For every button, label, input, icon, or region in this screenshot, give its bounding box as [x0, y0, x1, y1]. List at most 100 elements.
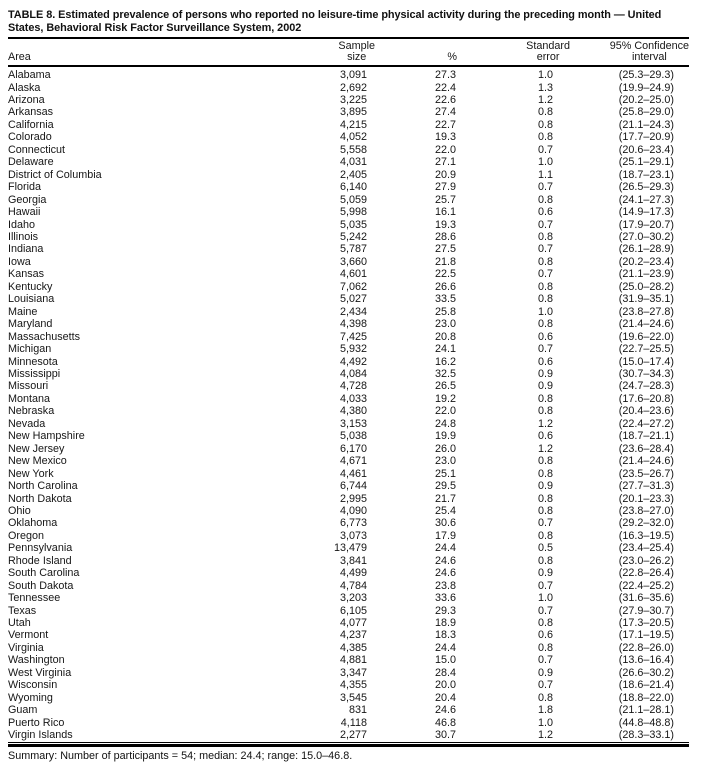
table-row: New Jersey 6,170 26.0 1.2 (23.6–28.4) — [8, 443, 689, 455]
cell-percent: 27.3 — [434, 69, 456, 82]
cell-percent: 30.7 — [375, 729, 457, 743]
cell-percent: 25.1 — [434, 467, 456, 480]
col-header-area: Area — [8, 38, 330, 68]
cell-percent: 22.0 — [434, 405, 456, 418]
cell-area: Indiana — [8, 243, 44, 256]
table-row: Maryland 4,398 23.0 0.8 (21.4–24.6) — [8, 318, 689, 330]
cell-standard-error: 1.2 — [537, 417, 553, 430]
cell-sample-size: 4,881 — [339, 654, 367, 667]
cell-sample-size: 5,998 — [339, 206, 367, 219]
col-header-standard-error-label: Standard error — [526, 39, 570, 64]
col-header-confidence-interval: 95% Confidence interval — [570, 38, 689, 68]
cell-percent: 20.0 — [434, 679, 456, 692]
cell-area: Alaska — [8, 81, 41, 94]
cell-percent: 17.9 — [434, 529, 456, 542]
prevalence-table: Area Sample size % Standard error 95% Co… — [8, 38, 689, 743]
cell-confidence-interval: (22.8–26.4) — [618, 567, 674, 580]
cell-area: Nebraska — [8, 405, 55, 418]
cell-percent: 16.2 — [434, 355, 456, 368]
cell-area: North Carolina — [8, 480, 78, 493]
cell-sample-size: 4,090 — [339, 504, 367, 517]
cell-confidence-interval: (23.5–26.7) — [618, 467, 674, 480]
col-header-confidence-interval-label: 95% Confidence interval — [609, 39, 689, 64]
col-header-sample-size-label: Sample size — [338, 39, 375, 64]
cell-confidence-interval: (18.6–21.4) — [618, 679, 674, 692]
cell-percent: 24.1 — [434, 343, 456, 356]
cell-confidence-interval: (26.6–30.2) — [618, 666, 674, 679]
cell-standard-error: 1.2 — [457, 729, 570, 743]
cell-standard-error: 0.8 — [537, 691, 553, 704]
cell-confidence-interval: (28.3–33.1) — [570, 729, 689, 743]
table-row: Massachusetts 7,425 20.8 0.6 (19.6–22.0) — [8, 331, 689, 343]
cell-sample-size: 2,995 — [339, 492, 367, 505]
cell-area: New Mexico — [8, 455, 67, 468]
cell-confidence-interval: (20.6–23.4) — [618, 143, 674, 156]
cell-sample-size: 3,895 — [339, 106, 367, 119]
table-row: Florida 6,140 27.9 0.7 (26.5–29.3) — [8, 181, 689, 193]
cell-sample-size: 3,347 — [339, 666, 367, 679]
cell-area: Illinois — [8, 230, 39, 243]
cell-confidence-interval: (16.3–19.5) — [618, 529, 674, 542]
cell-confidence-interval: (24.1–27.3) — [618, 193, 674, 206]
cell-area: Rhode Island — [8, 554, 72, 567]
cell-area: Maine — [8, 305, 38, 318]
cell-area: New York — [8, 467, 54, 480]
cell-percent: 19.3 — [434, 218, 456, 231]
table-row: Minnesota 4,492 16.2 0.6 (15.0–17.4) — [8, 356, 689, 368]
cell-sample-size: 4,398 — [339, 318, 367, 331]
cell-standard-error: 0.9 — [537, 567, 553, 580]
cell-confidence-interval: (20.2–25.0) — [618, 94, 674, 106]
cell-sample-size: 4,461 — [339, 467, 367, 480]
cell-sample-size: 13,479 — [333, 542, 367, 555]
cell-confidence-interval: (21.4–24.6) — [618, 318, 674, 331]
col-header-area-label: Area — [8, 51, 31, 64]
cell-area: Virginia — [8, 641, 44, 654]
cell-confidence-interval: (15.0–17.4) — [618, 355, 674, 368]
table-row: Virgin Islands 2,277 30.7 1.2 (28.3–33.1… — [8, 729, 689, 743]
cell-area: Louisiana — [8, 293, 55, 306]
cell-standard-error: 0.8 — [537, 392, 553, 405]
cell-percent: 15.0 — [434, 654, 456, 667]
cell-percent: 18.3 — [434, 629, 456, 642]
cell-percent: 24.4 — [434, 641, 456, 654]
cell-percent: 16.1 — [434, 206, 456, 219]
cell-confidence-interval: (25.3–29.3) — [618, 69, 674, 82]
cell-sample-size: 6,773 — [339, 517, 367, 530]
cell-area: Kentucky — [8, 280, 53, 293]
cell-standard-error: 0.7 — [537, 243, 553, 256]
cell-confidence-interval: (25.0–28.2) — [618, 280, 674, 293]
cell-standard-error: 0.8 — [537, 230, 553, 243]
cell-sample-size: 2,434 — [339, 305, 367, 318]
cell-sample-size: 4,033 — [339, 392, 367, 405]
cell-percent: 24.6 — [434, 567, 456, 580]
col-header-percent-label: % — [447, 51, 457, 64]
cell-confidence-interval: (23.8–27.0) — [618, 504, 674, 517]
cell-standard-error: 1.2 — [537, 442, 553, 455]
cell-sample-size: 2,405 — [339, 168, 367, 181]
table-row: Colorado 4,052 19.3 0.8 (17.7–20.9) — [8, 131, 689, 143]
cell-standard-error: 0.9 — [537, 367, 553, 380]
cell-sample-size: 3,091 — [339, 69, 367, 82]
cell-confidence-interval: (21.4–24.6) — [618, 455, 674, 468]
cell-area: Michigan — [8, 343, 52, 356]
cell-standard-error: 0.7 — [537, 604, 553, 617]
cell-area: Alabama — [8, 69, 51, 82]
cell-sample-size: 4,380 — [339, 405, 367, 418]
table-row: Wyoming 3,545 20.4 0.8 (18.8–22.0) — [8, 692, 689, 704]
table-row: Vermont 4,237 18.3 0.6 (17.1–19.5) — [8, 629, 689, 641]
cell-percent: 27.4 — [434, 106, 456, 119]
cell-percent: 23.8 — [434, 579, 456, 592]
cell-confidence-interval: (17.3–20.5) — [618, 617, 674, 630]
cell-sample-size: 3,545 — [339, 691, 367, 704]
cell-area: Hawaii — [8, 206, 41, 219]
cell-area: Tennessee — [8, 592, 61, 605]
cell-sample-size: 4,671 — [339, 455, 367, 468]
table-row: Mississippi 4,084 32.5 0.9 (30.7–34.3) — [8, 368, 689, 380]
table-row: Nebraska 4,380 22.0 0.8 (20.4–23.6) — [8, 405, 689, 417]
cell-sample-size: 6,170 — [339, 442, 367, 455]
cell-sample-size: 6,744 — [339, 480, 367, 493]
cell-percent: 23.0 — [434, 455, 456, 468]
table-row: Maine 2,434 25.8 1.0 (23.8–27.8) — [8, 306, 689, 318]
cell-percent: 22.5 — [434, 268, 456, 281]
